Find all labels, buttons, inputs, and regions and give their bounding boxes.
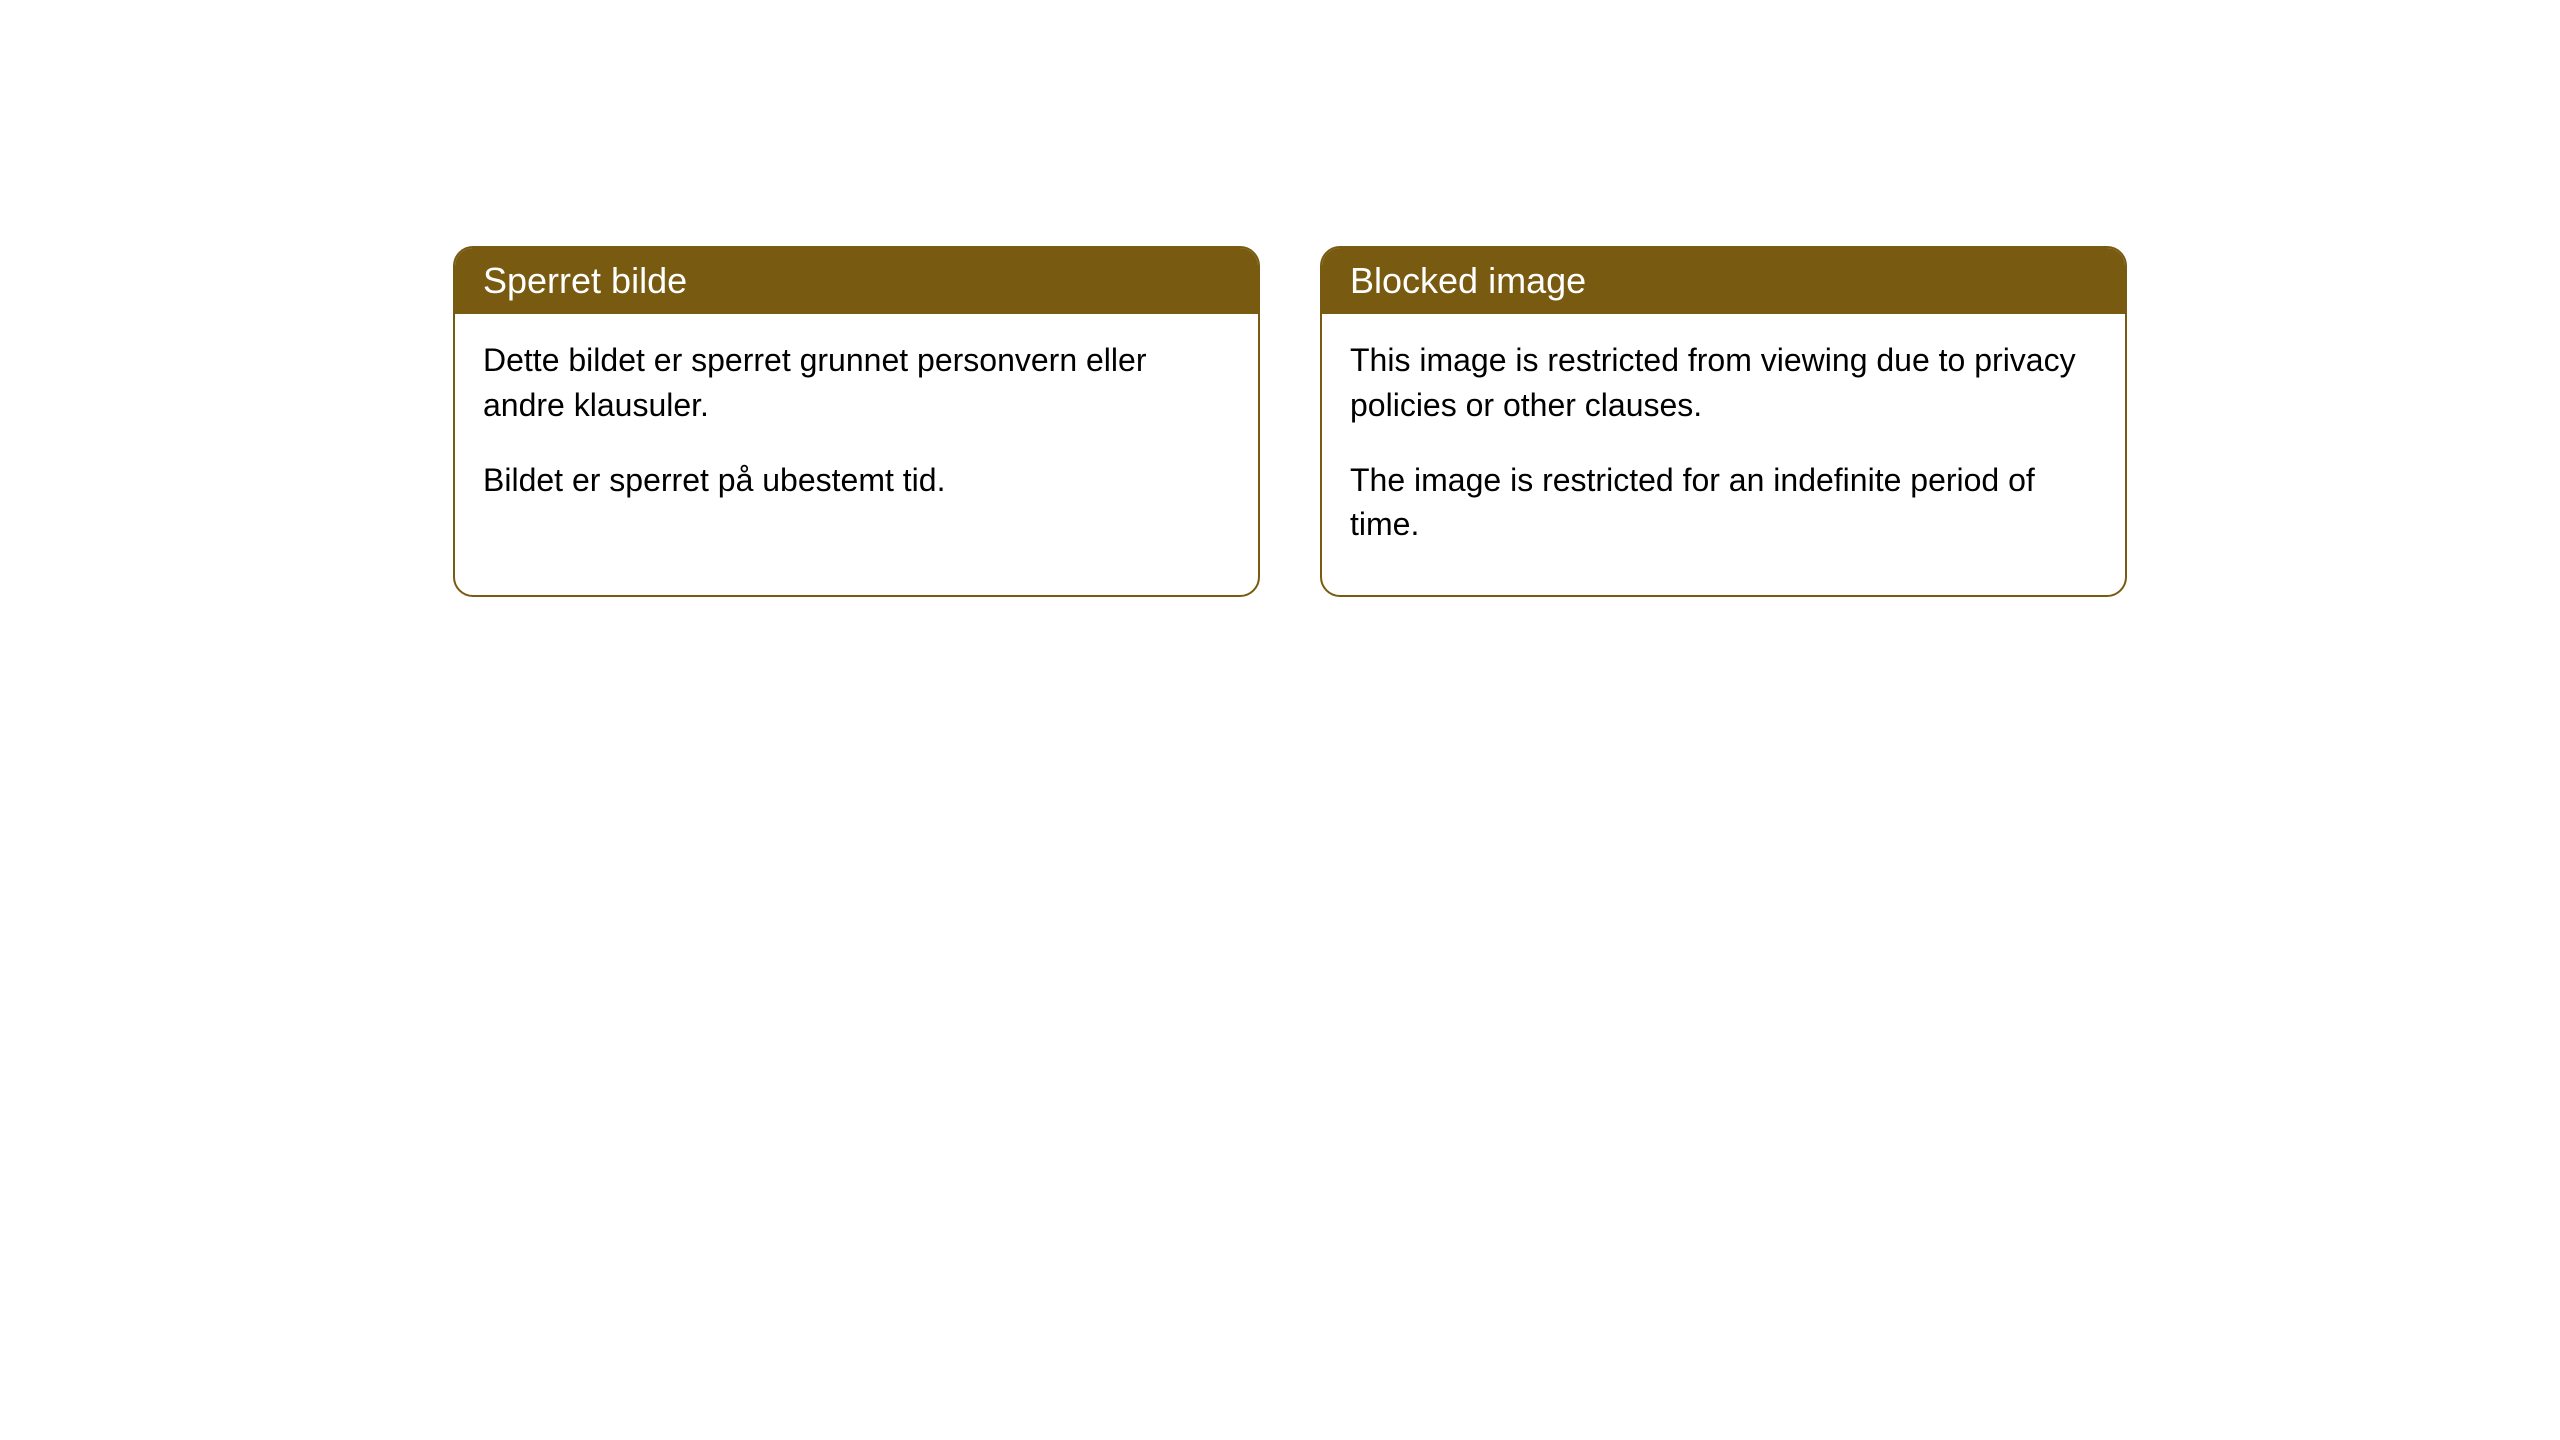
card-body: Dette bildet er sperret grunnet personve… — [455, 314, 1258, 550]
card-header: Blocked image — [1322, 248, 2125, 314]
card-paragraph: Bildet er sperret på ubestemt tid. — [483, 458, 1230, 503]
card-paragraph: Dette bildet er sperret grunnet personve… — [483, 338, 1230, 428]
notice-card-container: Sperret bilde Dette bildet er sperret gr… — [453, 246, 2127, 597]
card-paragraph: The image is restricted for an indefinit… — [1350, 458, 2097, 548]
card-header: Sperret bilde — [455, 248, 1258, 314]
card-body: This image is restricted from viewing du… — [1322, 314, 2125, 595]
notice-card-norwegian: Sperret bilde Dette bildet er sperret gr… — [453, 246, 1260, 597]
notice-card-english: Blocked image This image is restricted f… — [1320, 246, 2127, 597]
card-paragraph: This image is restricted from viewing du… — [1350, 338, 2097, 428]
